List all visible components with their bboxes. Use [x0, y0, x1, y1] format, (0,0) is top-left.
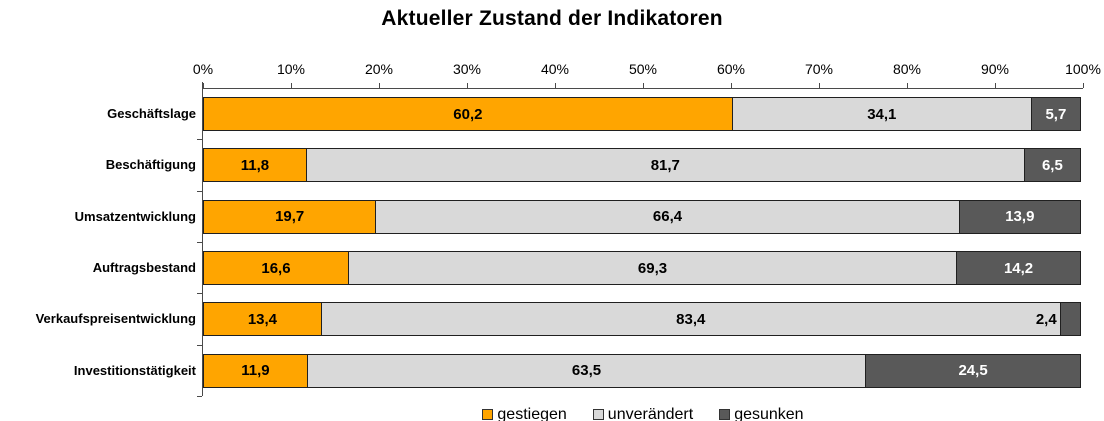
x-axis-tick-label: 80%: [892, 61, 922, 77]
bar-value-label: 24,5: [958, 362, 988, 380]
bar-segment-gesunken: 13,9: [958, 199, 1081, 234]
bar-value-label: 34,1: [867, 105, 897, 123]
legend-item-unverändert: unverändert: [592, 406, 694, 421]
y-axis-tick: [197, 396, 202, 397]
legend: gestiegen unverändert gesunken: [203, 406, 1083, 421]
category-label: Geschäftslage: [107, 106, 196, 121]
x-axis-tick: [995, 83, 996, 88]
bar-segment-gestiegen: 16,6: [203, 251, 349, 285]
bar-value-label: 66,4: [652, 208, 683, 226]
stacked-bar: 11,9 63,5 24,5: [203, 353, 1083, 388]
x-axis-tick-label: 20%: [364, 61, 394, 77]
x-axis-tick-label: 30%: [452, 61, 482, 77]
stacked-bar: 13,4 83,4 2,4: [203, 302, 1083, 337]
x-axis-tick: [907, 83, 908, 88]
bar-segment-unverändert: 34,1: [731, 97, 1032, 131]
stacked-bar: 11,8 81,7 6,5: [203, 148, 1083, 183]
bar-value-label: 69,3: [637, 259, 668, 277]
bar-row: 19,7 66,4 13,9: [203, 191, 1083, 242]
bar-segment-gestiegen: 11,8: [203, 148, 307, 183]
category-label: Umsatzentwicklung: [74, 209, 196, 224]
bar-value-label: 19,7: [275, 208, 305, 226]
y-axis-tick: [197, 345, 202, 346]
x-axis-tick: [203, 83, 204, 88]
bar-segment-unverändert: 66,4: [375, 199, 960, 234]
bar-value-label: 81,7: [650, 156, 680, 174]
plot-area: [203, 88, 1083, 396]
x-axis-tick-label: 90%: [980, 61, 1010, 77]
x-axis-tick: [731, 83, 732, 88]
bar-segment-gestiegen: 60,2: [203, 97, 733, 131]
y-axis-tick: [197, 139, 202, 140]
bar-segment-gesunken: 5,7: [1030, 97, 1081, 131]
x-axis-tick: [555, 83, 556, 88]
bar-value-label: 11,9: [241, 362, 270, 380]
bar-row: 11,8 81,7 6,5: [203, 139, 1083, 190]
x-axis-tick-label: 0%: [192, 61, 214, 77]
category-label: Investitionstätigkeit: [73, 363, 196, 378]
bar-value-label: 63,5: [571, 362, 602, 380]
bar-segment-unverändert: 69,3: [347, 251, 958, 285]
legend-label: gesunken: [734, 406, 804, 421]
bar-value-label: 16,6: [261, 259, 291, 277]
x-axis-tick: [819, 83, 820, 88]
x-axis-tick-label: 60%: [716, 61, 746, 77]
bar-value-label: 13,4: [247, 310, 278, 328]
bar-row: 11,9 63,5 24,5: [203, 345, 1083, 396]
stacked-bar: 60,2 34,1 5,7: [203, 97, 1083, 131]
y-axis-tick: [197, 191, 202, 192]
bar-segment-unverändert: 63,5: [306, 353, 867, 388]
x-axis-tick: [291, 83, 292, 88]
x-axis-tick: [1083, 83, 1084, 88]
legend-swatch-gesunken: [719, 409, 731, 420]
stacked-bar: 19,7 66,4 13,9: [203, 199, 1083, 234]
bar-segment-unverändert: 83,4: [320, 302, 1061, 337]
x-axis-tick-label: 10%: [276, 61, 306, 77]
bar-segment-gestiegen: 19,7: [203, 199, 377, 234]
bar-value-label: 11,8: [240, 156, 270, 174]
stacked-bar: 16,6 69,3 14,2: [203, 251, 1083, 285]
x-axis-tick-label: 40%: [540, 61, 570, 77]
legend-item-gesunken: gesunken: [719, 406, 804, 421]
bar-value-label: 5,7: [1045, 105, 1067, 123]
bar-value-label: 60,2: [453, 105, 483, 123]
bar-row: 16,6 69,3 14,2: [203, 242, 1083, 293]
chart-title: Aktueller Zustand der Indikatoren: [381, 7, 723, 30]
y-axis-tick: [197, 293, 202, 294]
category-label: Beschäftigung: [105, 157, 196, 172]
bar-value-label: 13,9: [1005, 208, 1035, 226]
bar-segment-gesunken: 6,5: [1023, 148, 1081, 183]
legend-label: unverändert: [607, 406, 694, 421]
legend-swatch-gestiegen: [482, 409, 494, 420]
x-axis-tick-label: 100%: [1065, 61, 1101, 77]
x-axis-tick-label: 50%: [628, 61, 658, 77]
bar-row: 13,4 83,4 2,4: [203, 293, 1083, 344]
legend-label: gestiegen: [497, 406, 567, 421]
bar-value-label: 6,5: [1041, 156, 1063, 174]
legend-swatch-unverändert: [592, 409, 604, 420]
x-axis-tick: [379, 83, 380, 88]
y-axis-line: [202, 82, 203, 396]
bar-value-label: 14,2: [1003, 259, 1034, 277]
bar-segment-gestiegen: 13,4: [203, 302, 322, 337]
bar-segment-gesunken: 24,5: [865, 353, 1081, 388]
x-axis-tick-label: 70%: [804, 61, 834, 77]
x-axis-tick: [467, 83, 468, 88]
y-axis-tick: [197, 242, 202, 243]
bar-segment-gesunken: 2,4: [1036, 302, 1081, 337]
category-label: Auftragsbestand: [92, 260, 196, 275]
bar-segment-gestiegen: 11,9: [203, 353, 308, 388]
bar-row: 60,2 34,1 5,7: [203, 88, 1083, 139]
bar-value-label: 2,4: [1035, 310, 1057, 328]
category-label: Verkaufspreisentwicklung: [35, 311, 196, 326]
legend-item-gestiegen: gestiegen: [482, 406, 567, 421]
bar-segment-unverändert: 81,7: [305, 148, 1025, 183]
x-axis-tick: [643, 83, 644, 88]
bar-value-label: 83,4: [676, 310, 706, 328]
bar-segment-gesunken: 14,2: [956, 251, 1081, 285]
